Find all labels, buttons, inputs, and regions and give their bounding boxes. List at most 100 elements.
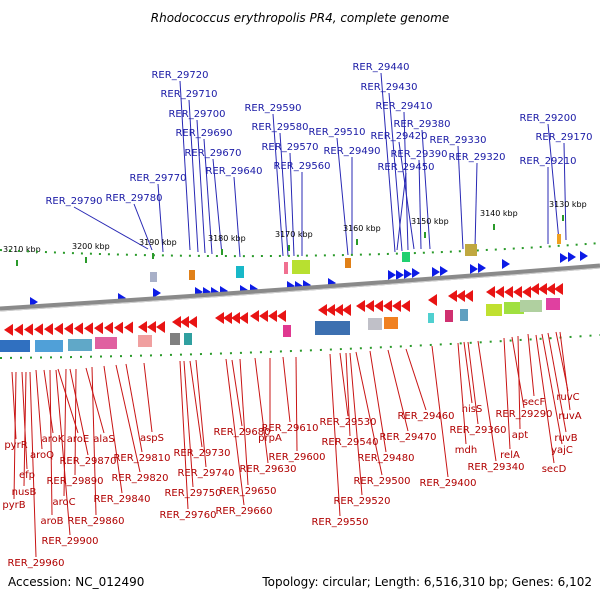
bottom-gene-label: aroQ <box>30 450 54 461</box>
bottom-gene-label: RER_29500 <box>353 476 410 487</box>
bottom-gene-label: RER_29750 <box>164 488 221 499</box>
topology-text: Topology: circular; Length: 6,516,310 bp… <box>261 575 592 589</box>
bottom-gene-label: RER_29840 <box>93 494 150 505</box>
bottom-gene-label: RER_29870 <box>59 456 116 467</box>
bottom-labels: pyrR pyrB efp nusB aroQ aroK aroE alaS aroB aroC R… <box>2 392 581 569</box>
bottom-gene-label: RER_29480 <box>357 453 414 464</box>
reverse-gene-arrow <box>365 300 374 312</box>
top-leader-line <box>73 206 149 250</box>
bottom-leader-line <box>547 332 567 433</box>
reverse-gene-arrow <box>495 286 504 298</box>
top-leader-line <box>396 172 407 251</box>
bottom-gene-label: RER_29540 <box>321 437 378 448</box>
reverse-gene-arrow <box>401 300 410 312</box>
tick-label: 3210 kbp <box>3 245 41 254</box>
forward-gene-arrow <box>404 269 412 279</box>
bottom-gene-label: RER_29610 <box>261 423 318 434</box>
feature-block <box>368 318 382 330</box>
reverse-gene-arrow <box>188 316 197 328</box>
bottom-leader-line <box>239 358 249 486</box>
top-gene-label: RER_29200 <box>519 113 576 124</box>
reverse-gene-arrow <box>54 322 63 335</box>
bottom-leader-line <box>13 371 17 500</box>
reverse-gene-arrow <box>172 316 181 328</box>
tick-label: 3160 kbp <box>343 224 381 233</box>
reverse-gene-arrow <box>268 310 277 322</box>
feature-block <box>35 340 63 352</box>
bottom-gene-label: pyrB <box>2 500 25 511</box>
reverse-gene-arrow <box>94 322 103 335</box>
forward-gene-arrow <box>580 251 588 261</box>
genome-backbone-shadow <box>0 267 600 312</box>
top-leader-line <box>289 152 295 257</box>
bottom-leader-line <box>295 356 298 452</box>
forward-gene-arrow <box>478 263 486 273</box>
top-leader-line <box>474 162 478 249</box>
bottom-label-leaders <box>11 331 571 558</box>
bottom-gene-label: RER_29460 <box>397 411 454 422</box>
map-title: Rhodococcus erythropolis PR4, complete g… <box>151 11 449 25</box>
reverse-gene-arrow <box>239 312 248 324</box>
bottom-gene-label: ruvC <box>556 392 579 403</box>
feature-block <box>557 234 561 244</box>
top-label-leaders <box>73 72 567 258</box>
bottom-gene-label: RER_29520 <box>333 496 390 507</box>
top-gene-label: RER_29710 <box>160 89 217 100</box>
top-gene-label: RER_29700 <box>168 109 225 120</box>
bottom-leader-line <box>183 360 194 488</box>
reverse-gene-arrow <box>44 323 53 336</box>
bottom-gene-label: aroK <box>42 434 65 445</box>
reverse-gene-arrow <box>504 286 513 298</box>
top-leader-line <box>157 183 164 253</box>
feature-block <box>292 260 310 274</box>
bottom-leader-line <box>179 360 189 510</box>
feature-block <box>445 310 453 322</box>
reverse-gene-arrow <box>223 312 232 324</box>
reverse-gene-arrow <box>428 294 437 306</box>
reverse-gene-arrow <box>231 312 240 324</box>
top-leader-line <box>336 137 349 256</box>
top-gene-label: RER_29330 <box>429 135 486 146</box>
bottom-leader-line <box>231 359 243 427</box>
bottom-leader-line <box>43 369 54 434</box>
feature-block <box>520 300 542 312</box>
feature-block <box>402 252 410 262</box>
forward-gene-track <box>30 251 588 307</box>
top-gene-label: RER_29640 <box>205 166 262 177</box>
reverse-gene-arrow <box>156 321 165 333</box>
reverse-gene-arrow <box>259 310 268 322</box>
reverse-gene-arrow <box>250 310 259 322</box>
bottom-leader-line <box>369 350 387 453</box>
reverse-gene-arrow <box>180 316 189 328</box>
reverse-gene-arrow <box>334 304 343 316</box>
reverse-gene-arrow <box>456 290 465 302</box>
top-gene-label: RER_29170 <box>535 132 592 143</box>
bottom-gene-label: RER_29600 <box>268 452 325 463</box>
reverse-gene-arrow <box>215 312 224 324</box>
feature-block <box>138 335 152 347</box>
bottom-gene-label: RER_29960 <box>7 558 64 569</box>
bottom-gene-label: aroC <box>52 497 75 508</box>
feature-block <box>236 266 244 278</box>
tick-ring-bottom <box>0 334 600 359</box>
bottom-leader-line <box>115 364 141 473</box>
reverse-gene-arrow <box>522 286 531 298</box>
top-gene-label: RER_29450 <box>377 162 434 173</box>
top-gene-label: RER_29390 <box>390 149 447 160</box>
feature-block <box>283 325 291 337</box>
bottom-leader-line <box>467 341 479 425</box>
top-leader-line <box>457 145 464 250</box>
top-gene-label: RER_29570 <box>261 142 318 153</box>
top-leader-line <box>133 203 153 251</box>
bottom-leader-line <box>511 336 525 409</box>
bottom-gene-label: relA <box>500 450 520 461</box>
bottom-leader-line <box>329 353 341 517</box>
bottom-leader-line <box>35 369 43 450</box>
bottom-gene-label: mdh <box>455 445 477 456</box>
bottom-leader-line <box>463 341 473 404</box>
top-leader-line <box>547 123 560 242</box>
bottom-leader-line <box>503 337 511 450</box>
bottom-leader-line <box>55 369 71 536</box>
reverse-gene-arrow <box>326 304 335 316</box>
